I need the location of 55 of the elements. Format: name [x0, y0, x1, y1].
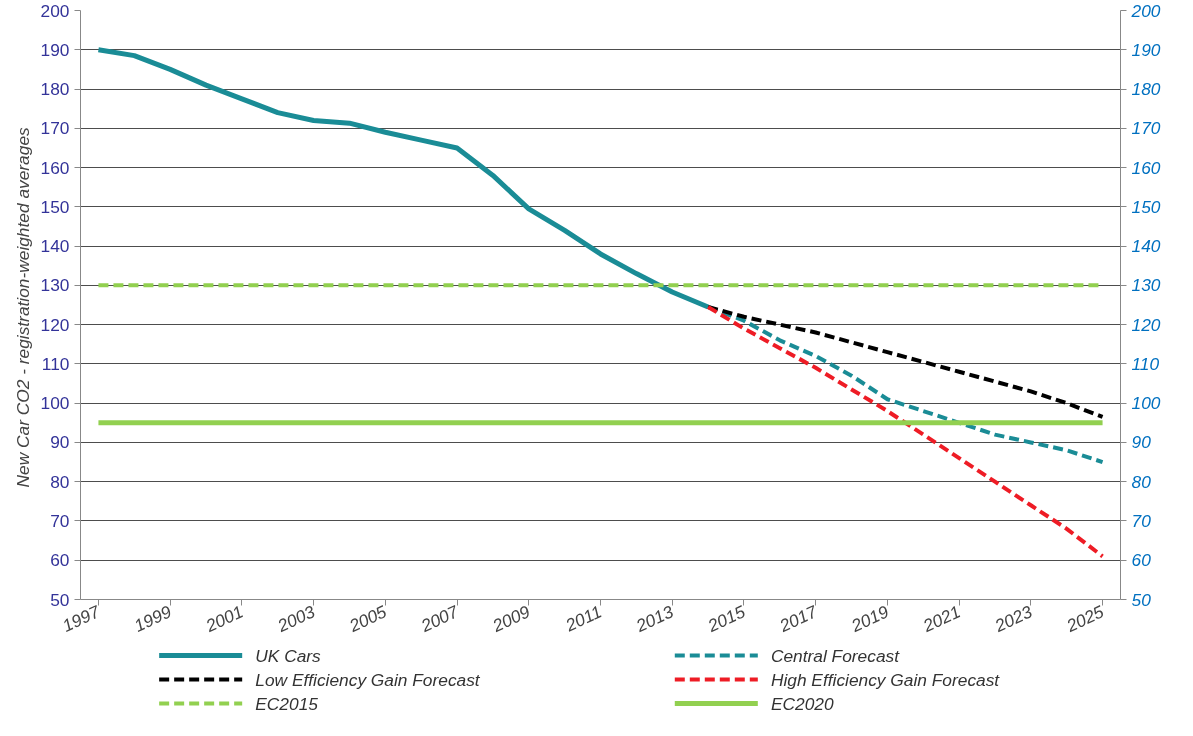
y-tick-label: 160 [40, 157, 70, 178]
y-tick-label: 100 [40, 393, 70, 414]
y2-tick-label: 150 [1131, 196, 1161, 217]
y2-tick-label: 120 [1131, 314, 1161, 335]
y2-tick-label: 140 [1131, 236, 1161, 257]
y2-tick-label: 170 [1131, 118, 1161, 139]
y2-tick-label: 160 [1131, 157, 1161, 178]
y-tick-label: 140 [40, 236, 70, 257]
y2-tick-label: 110 [1131, 353, 1160, 374]
legend-label: UK Cars [255, 645, 322, 666]
x-tick-label: 2005 [345, 601, 390, 637]
y2-tick-label: 50 [1131, 589, 1152, 610]
y-tick-label: 60 [50, 550, 70, 571]
y-tick-label: 50 [50, 589, 70, 610]
y2-tick-label: 130 [1131, 275, 1161, 296]
legend-label: EC2015 [255, 693, 319, 714]
x-tick-label: 2013 [632, 601, 677, 637]
legend-label: Central Forecast [770, 645, 901, 666]
y2-tick-label: 200 [1130, 0, 1161, 21]
y2-tick-label: 100 [1131, 393, 1161, 414]
x-tick-label: 2019 [847, 601, 892, 637]
line-series [706, 304, 1105, 419]
x-tick-label: 1999 [130, 601, 175, 636]
legend-label: Low Efficiency Gain Forecast [255, 669, 481, 690]
x-tick-label: 2011 [561, 601, 605, 636]
y2-tick-label: 70 [1131, 510, 1152, 531]
x-tick-label: 2023 [990, 601, 1036, 637]
y2-tick-label: 80 [1131, 471, 1152, 492]
y2-tick-label: 60 [1131, 550, 1152, 571]
y-tick-label: 190 [40, 39, 70, 60]
y-tick-label: 200 [40, 0, 70, 21]
x-tick-label: 2021 [919, 601, 964, 637]
x-tick-label: 2003 [273, 601, 319, 637]
y-tick-label: 130 [40, 275, 70, 296]
y-tick-label: 90 [50, 432, 70, 453]
x-tick-label: 2009 [488, 601, 534, 637]
line-series [706, 304, 1105, 559]
y-tick-label: 120 [40, 314, 70, 335]
y-tick-label: 80 [50, 471, 70, 492]
y2-tick-label: 180 [1131, 79, 1161, 100]
x-tick-label: 2001 [201, 601, 247, 637]
y-tick-label: 180 [40, 79, 70, 100]
y2-tick-label: 190 [1131, 39, 1161, 60]
x-tick-label: 2025 [1062, 601, 1108, 637]
y-tick-label: 150 [40, 196, 70, 217]
x-tick-label: 2015 [703, 601, 749, 637]
legend-label: High Efficiency Gain Forecast [770, 669, 1001, 690]
y-tick-label: 70 [50, 510, 70, 531]
y-axis-title: New Car CO2 - registration-weighted averages [12, 126, 33, 488]
y-tick-label: 110 [41, 353, 70, 374]
x-tick-label: 2017 [775, 600, 822, 637]
legend-label: EC2020 [770, 693, 834, 714]
y-tick-label: 170 [40, 118, 70, 139]
y2-tick-label: 90 [1131, 432, 1152, 453]
x-tick-label: 2007 [416, 600, 463, 637]
